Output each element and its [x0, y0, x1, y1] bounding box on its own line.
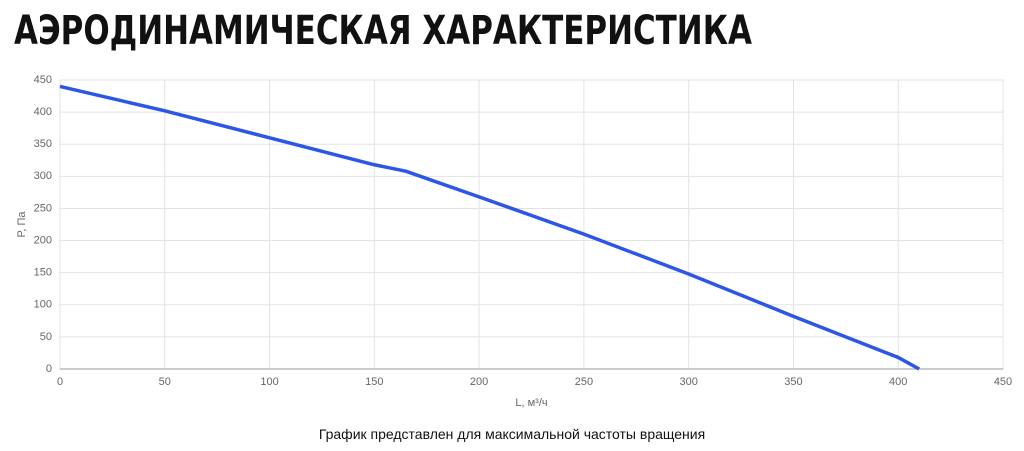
y-tick-label: 150: [34, 267, 52, 279]
y-tick-label: 50: [40, 331, 52, 343]
chart-note: График представлен для максимальной част…: [318, 426, 706, 442]
x-tick-label: 300: [679, 376, 697, 388]
x-tick-label: 250: [575, 376, 593, 388]
y-tick-label: 350: [34, 138, 52, 150]
y-tick-label: 250: [34, 202, 52, 214]
x-tick-label: 150: [365, 376, 383, 388]
x-tick-label: 0: [57, 376, 63, 388]
y-tick-label: 100: [34, 299, 52, 311]
x-tick-label: 400: [889, 376, 907, 388]
title: АЭРОДИНАМИЧЕСКАЯ ХАРАКТЕРИСТИКА: [14, 8, 752, 54]
x-tick-label: 450: [994, 376, 1012, 388]
y-axis-label: P, Па: [16, 211, 28, 238]
y-tick-label: 450: [34, 74, 52, 86]
x-tick-label: 200: [470, 376, 488, 388]
y-tick-label: 300: [34, 170, 52, 182]
y-tick-label: 0: [46, 363, 52, 375]
x-tick-label: 350: [784, 376, 802, 388]
x-tick-label: 50: [159, 376, 171, 388]
y-tick-label: 400: [34, 106, 52, 118]
x-axis-label: L, м³/ч: [515, 397, 547, 409]
x-tick-label: 100: [260, 376, 278, 388]
y-tick-label: 200: [34, 234, 52, 246]
data-line: [59, 84, 921, 371]
